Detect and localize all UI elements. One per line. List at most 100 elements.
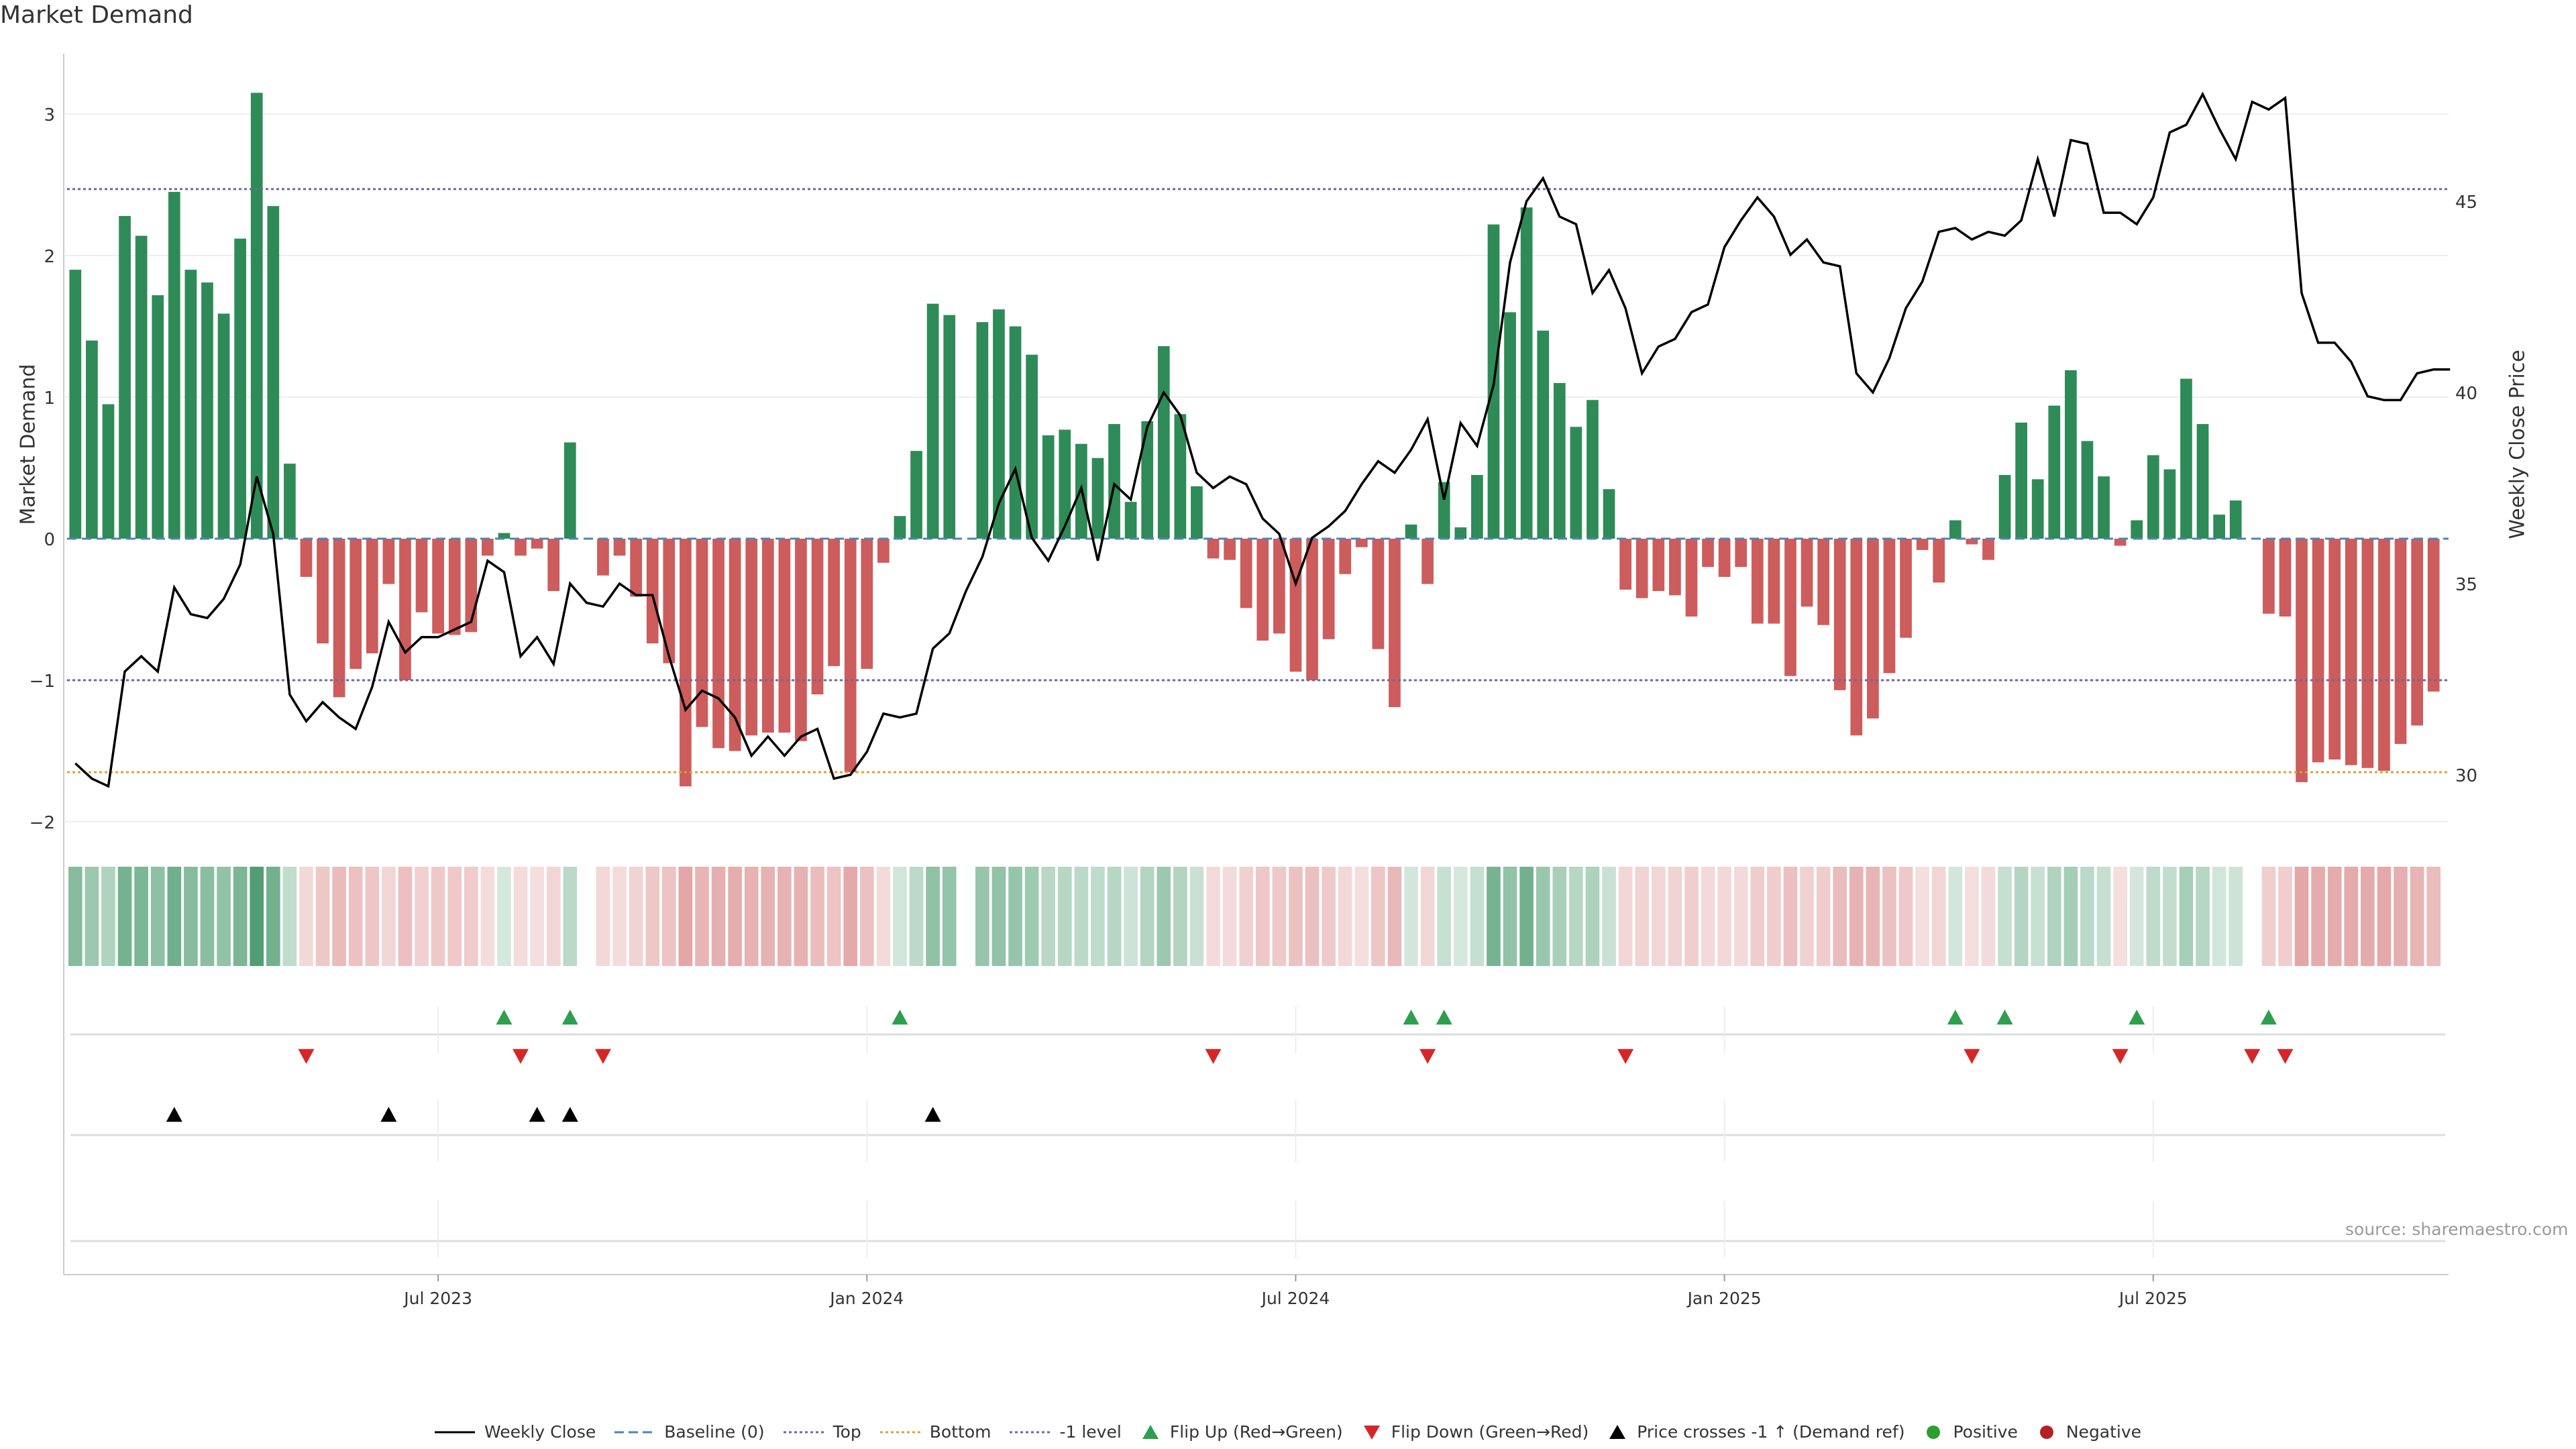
- demand-strip-cell: [398, 867, 413, 966]
- negative-bar: [1619, 539, 1631, 590]
- legend-swatch-icon: [1010, 1431, 1051, 1433]
- legend-swatch-icon: [783, 1431, 824, 1433]
- negative-bar: [680, 539, 692, 787]
- legend-item: Baseline (0): [614, 1422, 765, 1442]
- legend-swatch-icon: [1927, 1425, 1941, 1439]
- positive-bar: [1141, 421, 1154, 539]
- demand-strip-cell: [2311, 867, 2325, 966]
- demand-strip-cell: [2179, 867, 2194, 966]
- positive-bar: [2213, 515, 2225, 539]
- demand-strip-cell: [167, 867, 182, 966]
- positive-bar: [1553, 382, 1566, 539]
- demand-strip-cell: [893, 867, 907, 966]
- demand-strip-cell: [678, 867, 693, 966]
- positive-bar: [1998, 475, 2011, 539]
- demand-strip-cell: [2080, 867, 2094, 966]
- positive-bar: [1108, 424, 1120, 539]
- negative-bar: [1916, 539, 1929, 550]
- positive-bar: [119, 215, 131, 539]
- demand-strip-cell: [266, 867, 280, 966]
- demand-strip-cell: [447, 867, 462, 966]
- demand-strip-cell: [1849, 867, 1864, 966]
- demand-strip-cell: [826, 867, 841, 966]
- demand-strip-cell: [2163, 867, 2177, 966]
- legend-swatch-icon: [879, 1431, 920, 1433]
- legend-item: Price crosses -1 ↑ (Demand ref): [1607, 1422, 1904, 1442]
- negative-bar: [2114, 539, 2127, 546]
- demand-strip-cell: [1602, 867, 1616, 966]
- demand-strip-cell: [1124, 867, 1138, 966]
- legend-label: Positive: [1953, 1422, 2018, 1442]
- weekly-close-line: [74, 91, 2451, 788]
- demand-strip-cell: [1585, 867, 1600, 966]
- negative-bar: [2378, 539, 2390, 771]
- negative-bar: [663, 539, 676, 663]
- negative-bar: [382, 539, 395, 584]
- positive-bar: [2015, 422, 2027, 539]
- demand-strip-cell: [68, 867, 83, 966]
- price-cross-marker: [529, 1107, 545, 1122]
- positive-bar: [217, 313, 230, 539]
- demand-strip-cell: [1816, 867, 1831, 966]
- positive-bar: [926, 303, 939, 539]
- demand-strip-cell: [1354, 867, 1369, 966]
- negative-bar: [2361, 539, 2374, 768]
- demand-strip-cell: [1453, 867, 1468, 966]
- negative-bar: [350, 539, 362, 669]
- demand-strip-cell: [2063, 867, 2078, 966]
- flip-down-marker: [513, 1049, 529, 1064]
- demand-strip-cell: [810, 867, 824, 966]
- legend-item: Top: [783, 1422, 861, 1442]
- demand-strip-cell: [2410, 867, 2424, 966]
- legend-swatch-icon: [434, 1431, 475, 1433]
- positive-bar: [1949, 520, 1962, 539]
- y-tick-label: −2: [30, 813, 55, 833]
- demand-strip-cell: [909, 867, 924, 966]
- demand-strip-cell: [1536, 867, 1550, 966]
- negative-bar: [795, 539, 807, 741]
- demand-strip-cell: [1404, 867, 1418, 966]
- demand-strip-cell: [497, 867, 511, 966]
- demand-strip-cell: [1074, 867, 1089, 966]
- negative-bar: [1652, 539, 1665, 592]
- demand-strip-cell: [1305, 867, 1320, 966]
- demand-strip-cell: [1272, 867, 1287, 966]
- demand-strip-cell: [1965, 867, 1979, 966]
- demand-strip-cell: [431, 867, 445, 966]
- negative-bar: [1635, 539, 1648, 598]
- demand-strip-cell: [2047, 867, 2061, 966]
- demand-strip-cell: [1107, 867, 1122, 966]
- negative-bar: [811, 539, 824, 695]
- demand-strip-cell: [1387, 867, 1402, 966]
- negative-bar: [1322, 539, 1335, 639]
- demand-strip-cell: [761, 867, 775, 966]
- negative-bar: [482, 539, 494, 556]
- legend-item: Flip Up (Red→Green): [1140, 1422, 1343, 1442]
- demand-strip-cell: [1833, 867, 1847, 966]
- negative-bar: [1685, 539, 1698, 617]
- negative-bar: [531, 539, 543, 549]
- demand-strip-cell: [2294, 867, 2309, 966]
- negative-bar: [317, 539, 329, 644]
- x-tick-label: Jan 2024: [828, 1289, 904, 1308]
- negative-bar: [300, 539, 313, 577]
- positive-bar: [2098, 476, 2110, 539]
- demand-strip-cell: [1503, 867, 1517, 966]
- flip-down-marker: [1419, 1049, 1436, 1064]
- y-tick-label: 3: [44, 105, 55, 125]
- demand-strip-cell: [563, 867, 578, 966]
- negative-bar: [877, 539, 890, 563]
- legend-label: -1 level: [1059, 1422, 1122, 1442]
- legend-label: Bottom: [929, 1422, 991, 1442]
- negative-bar: [729, 539, 741, 751]
- demand-strip-cell: [513, 867, 528, 966]
- negative-bar: [1966, 539, 1978, 545]
- positive-bar: [1405, 524, 1417, 539]
- demand-strip-cell: [2113, 867, 2127, 966]
- flip-up-marker: [496, 1010, 513, 1025]
- demand-strip-cell: [1091, 867, 1105, 966]
- positive-bar: [976, 322, 989, 539]
- positive-bar: [1587, 400, 1599, 539]
- demand-strip-cell: [85, 867, 99, 966]
- price-cross-marker: [380, 1107, 397, 1122]
